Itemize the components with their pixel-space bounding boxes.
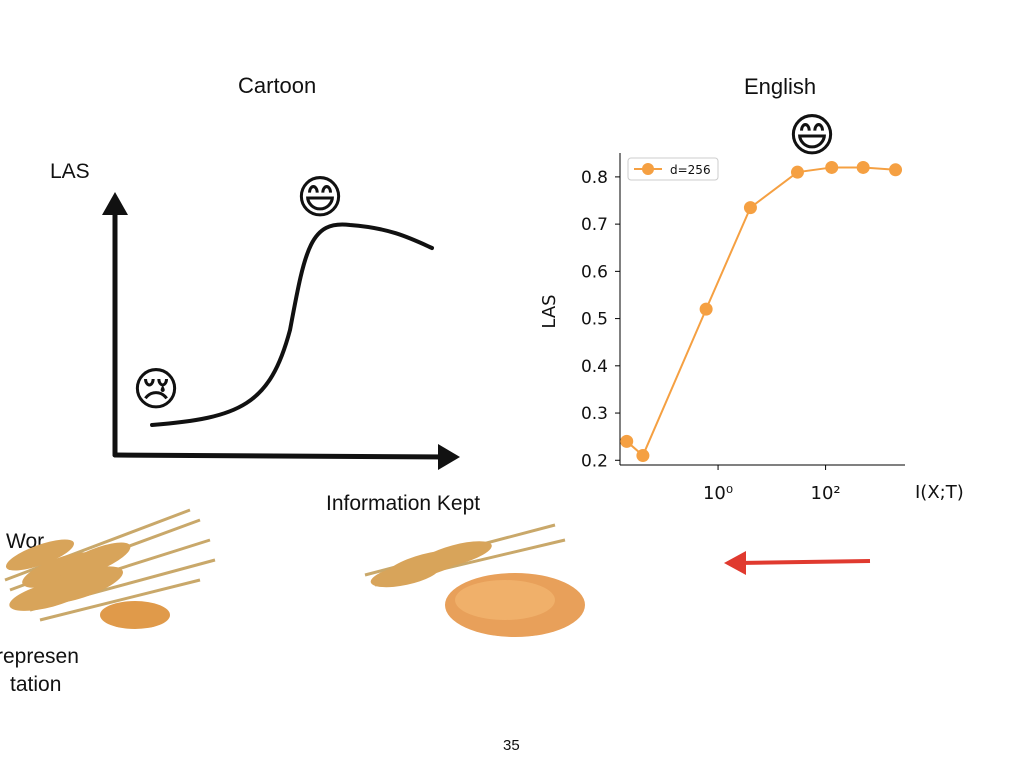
page-number: 35 (503, 737, 520, 754)
y-tick-label-3: 0.5 (581, 310, 608, 330)
data-point-0 (620, 434, 634, 448)
left-text-line2: tation (10, 673, 62, 696)
x-tick-label-1: 10² (811, 483, 841, 504)
english-title: English (744, 74, 817, 99)
legend-label: d=256 (670, 163, 711, 177)
cartoon-y-arrowhead (102, 192, 128, 215)
legend-box (627, 157, 719, 181)
happy-face-icon-english: 😄 (788, 108, 836, 162)
wheat-image-small (364, 523, 585, 637)
y-tick-label-5: 0.7 (581, 215, 608, 235)
english-chart: 0.2 0.3 0.4 0.5 0.6 0.7 0.8 10⁰ 10² LAS I(X;T) d=25… (520, 140, 1000, 515)
cartoon-x-axis (112, 452, 453, 460)
red-arrow-shaft (737, 559, 871, 565)
y-tick-label-2: 0.4 (581, 357, 608, 377)
y-tick-label-0: 0.2 (581, 451, 608, 471)
data-point-3 (743, 201, 757, 215)
data-point-2 (699, 302, 713, 316)
left-text-line1: represen (0, 645, 79, 668)
red-arrow-head (724, 551, 746, 575)
data-point-5 (825, 160, 839, 174)
wheat-image-large (4, 508, 216, 629)
data-point-4 (790, 165, 804, 179)
red-arrow (724, 551, 871, 575)
cartoon-plot (102, 192, 460, 470)
y-tick-label-6: 0.8 (581, 168, 608, 188)
y-tick-label-4: 0.6 (581, 262, 608, 282)
y-axis-label: LAS (539, 294, 560, 328)
cartoon-xlabel: Information Kept (326, 492, 481, 515)
data-point-6 (856, 160, 870, 174)
x-axis-label: I(X;T) (915, 482, 964, 503)
cartoon-title: Cartoon (238, 73, 317, 98)
cartoon-ylabel: LAS (50, 160, 90, 183)
legend-marker (642, 163, 654, 175)
cartoon-curve (150, 222, 434, 427)
data-point-1 (636, 449, 650, 463)
data-point-7 (889, 163, 903, 177)
crying-face-icon: 😢 (132, 362, 180, 416)
series-line-0 (626, 166, 896, 458)
x-tick-label-0: 10⁰ (703, 483, 733, 504)
y-tick-label-1: 0.3 (581, 404, 608, 424)
happy-face-icon: 😄 (296, 170, 344, 224)
cartoon-x-arrowhead (438, 444, 460, 470)
